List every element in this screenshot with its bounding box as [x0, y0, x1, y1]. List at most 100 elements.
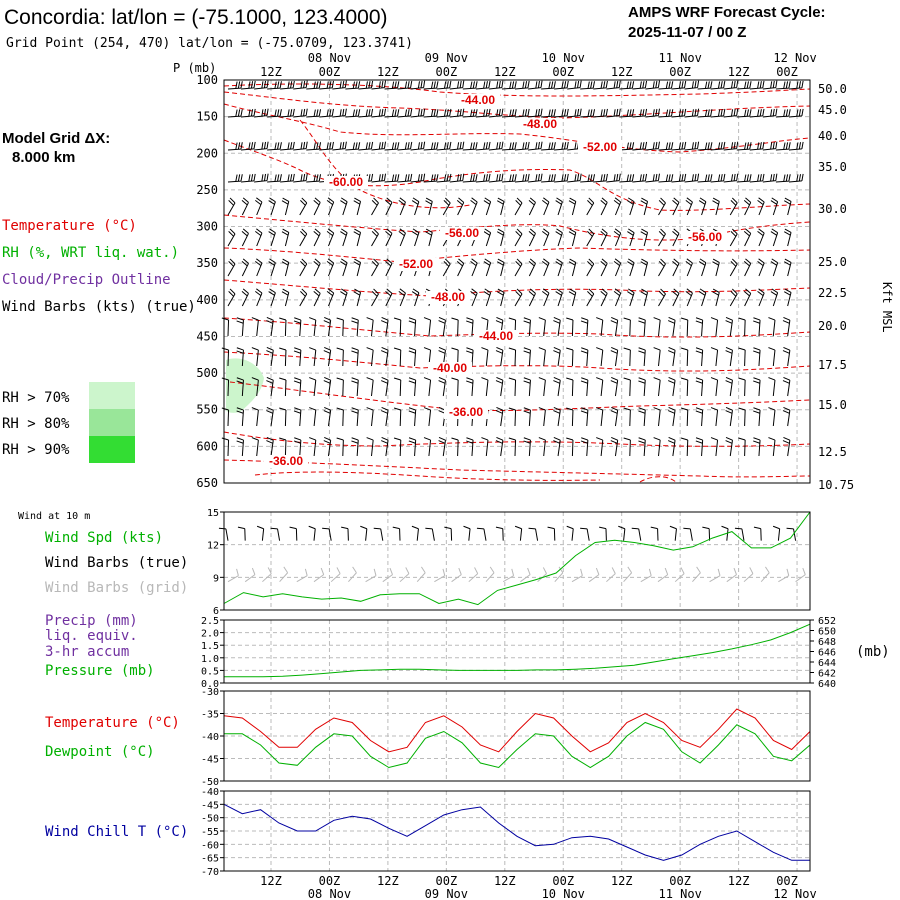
wind-barb-flag [673, 288, 680, 294]
wind-barb-flag [340, 197, 348, 203]
wind-barb-flag [458, 197, 465, 203]
wind-barb [632, 180, 646, 183]
wind-barb-flag [618, 525, 626, 530]
wind-barb-flag [322, 527, 330, 530]
wind-barb [399, 573, 410, 583]
wind-barb-flag [300, 230, 306, 237]
wind-barb-flag [266, 406, 274, 411]
wind-barb-flag [483, 231, 491, 236]
wind-barb-flag [753, 317, 761, 321]
wind-barb-flag [407, 174, 410, 182]
wind-barb-flag [274, 81, 277, 89]
wind-barb [299, 350, 302, 367]
wind-barb-flag [733, 80, 736, 88]
wind-barb [571, 439, 574, 457]
wind-barb-flag [672, 260, 679, 267]
wind-barb-flag [336, 317, 344, 321]
wind-barb-flag [753, 526, 761, 530]
wind-barb-flag [292, 108, 295, 116]
wind-barb-flag [326, 261, 333, 267]
wind-barb-flag [528, 527, 536, 530]
wind-barb-flag [627, 261, 634, 266]
wind-barb-flag [456, 199, 463, 206]
wind-barb-flag [746, 142, 749, 150]
wind-barb [399, 439, 402, 457]
wind-barb-flag [712, 258, 720, 263]
wind-barb-flag [627, 197, 635, 203]
wind-barb-flag [664, 567, 669, 575]
wind-barb [293, 180, 307, 183]
wind-barb-flag [407, 142, 410, 150]
wind-barb-flag [495, 320, 503, 324]
wind-barb-flag [420, 108, 423, 116]
wind-barb-flag [423, 317, 431, 321]
wind-barb-flag [327, 258, 334, 264]
wind-barb [385, 202, 393, 216]
wind-barb-flag [640, 200, 648, 205]
wind-barb-flag [351, 410, 359, 414]
wind-barb-flag [616, 173, 619, 181]
temperature-contour-label: -48.00 [431, 290, 465, 304]
y-tick-label: 2.0 [201, 629, 219, 640]
wind-barb [632, 148, 646, 151]
y-tick-label: 6 [213, 606, 219, 617]
wind-barb-flag [365, 81, 368, 89]
wind-barb [643, 410, 646, 427]
wind-barb [614, 410, 619, 427]
wind-barb [262, 573, 272, 583]
wind-barb-flag [318, 109, 322, 117]
wind-barb [723, 115, 737, 118]
wind-barb-flag [587, 230, 593, 237]
wind-barb [744, 409, 746, 427]
windchill-line [223, 803, 810, 861]
wind-barb-flag [746, 174, 749, 182]
wind-barb-flag [430, 142, 434, 150]
top-time-tick-label: 00Z [436, 65, 458, 79]
wind-barb-flag [282, 288, 290, 293]
wind-barb [586, 320, 589, 337]
wind-barb [772, 320, 776, 337]
wind-barb-flag [398, 231, 405, 237]
wind-barb-flag [613, 81, 616, 89]
wind-barb-flag [644, 173, 648, 181]
wind-barb [399, 349, 402, 367]
wind-barb-flag [266, 380, 274, 384]
wind-barb-flag [269, 258, 276, 264]
wind-barb [593, 180, 607, 183]
wind-barb-flag [522, 81, 525, 89]
wind-barb-flag [378, 109, 381, 117]
height-tick-label: 35.0 [818, 160, 847, 174]
wind-barb-flag [240, 142, 243, 150]
wind-barb-flag [221, 407, 229, 411]
wind-barb-flag [610, 440, 618, 444]
wind-barb-flag [381, 406, 389, 411]
wind-barb [701, 380, 704, 397]
wind-barb-flag [331, 108, 334, 116]
wind-barb [614, 350, 619, 367]
wind-barb-flag [553, 109, 556, 117]
temperature-contour [223, 83, 811, 97]
wind-barb-flag [290, 81, 293, 89]
wind-barbs-profile [221, 80, 804, 457]
wind-barb [356, 380, 359, 397]
wind-barb-flag [438, 346, 446, 351]
wind-barb-flag [228, 260, 234, 267]
wind-barb-flag [657, 80, 660, 88]
wind-barb [284, 349, 287, 367]
wind-barb [313, 233, 321, 247]
wind-barb-flag [380, 320, 388, 324]
wind-barb-flag [601, 228, 608, 234]
wind-barb-flag [566, 437, 574, 441]
pressure-tick-label: 100 [196, 73, 218, 87]
wind-barb-flag [543, 197, 550, 203]
top-date-label: 09 Nov [425, 51, 468, 65]
wind-barb-flag [623, 317, 631, 321]
wind-barb-flag [483, 261, 491, 266]
rh-legend-80-swatch [89, 409, 135, 436]
wind-barb-flag [768, 377, 776, 381]
wind-barb-flag [496, 436, 504, 441]
wind-barb-flag [248, 81, 251, 89]
temperature-contour [223, 351, 811, 372]
wind-barb [586, 293, 595, 307]
wind-barb [313, 350, 317, 367]
